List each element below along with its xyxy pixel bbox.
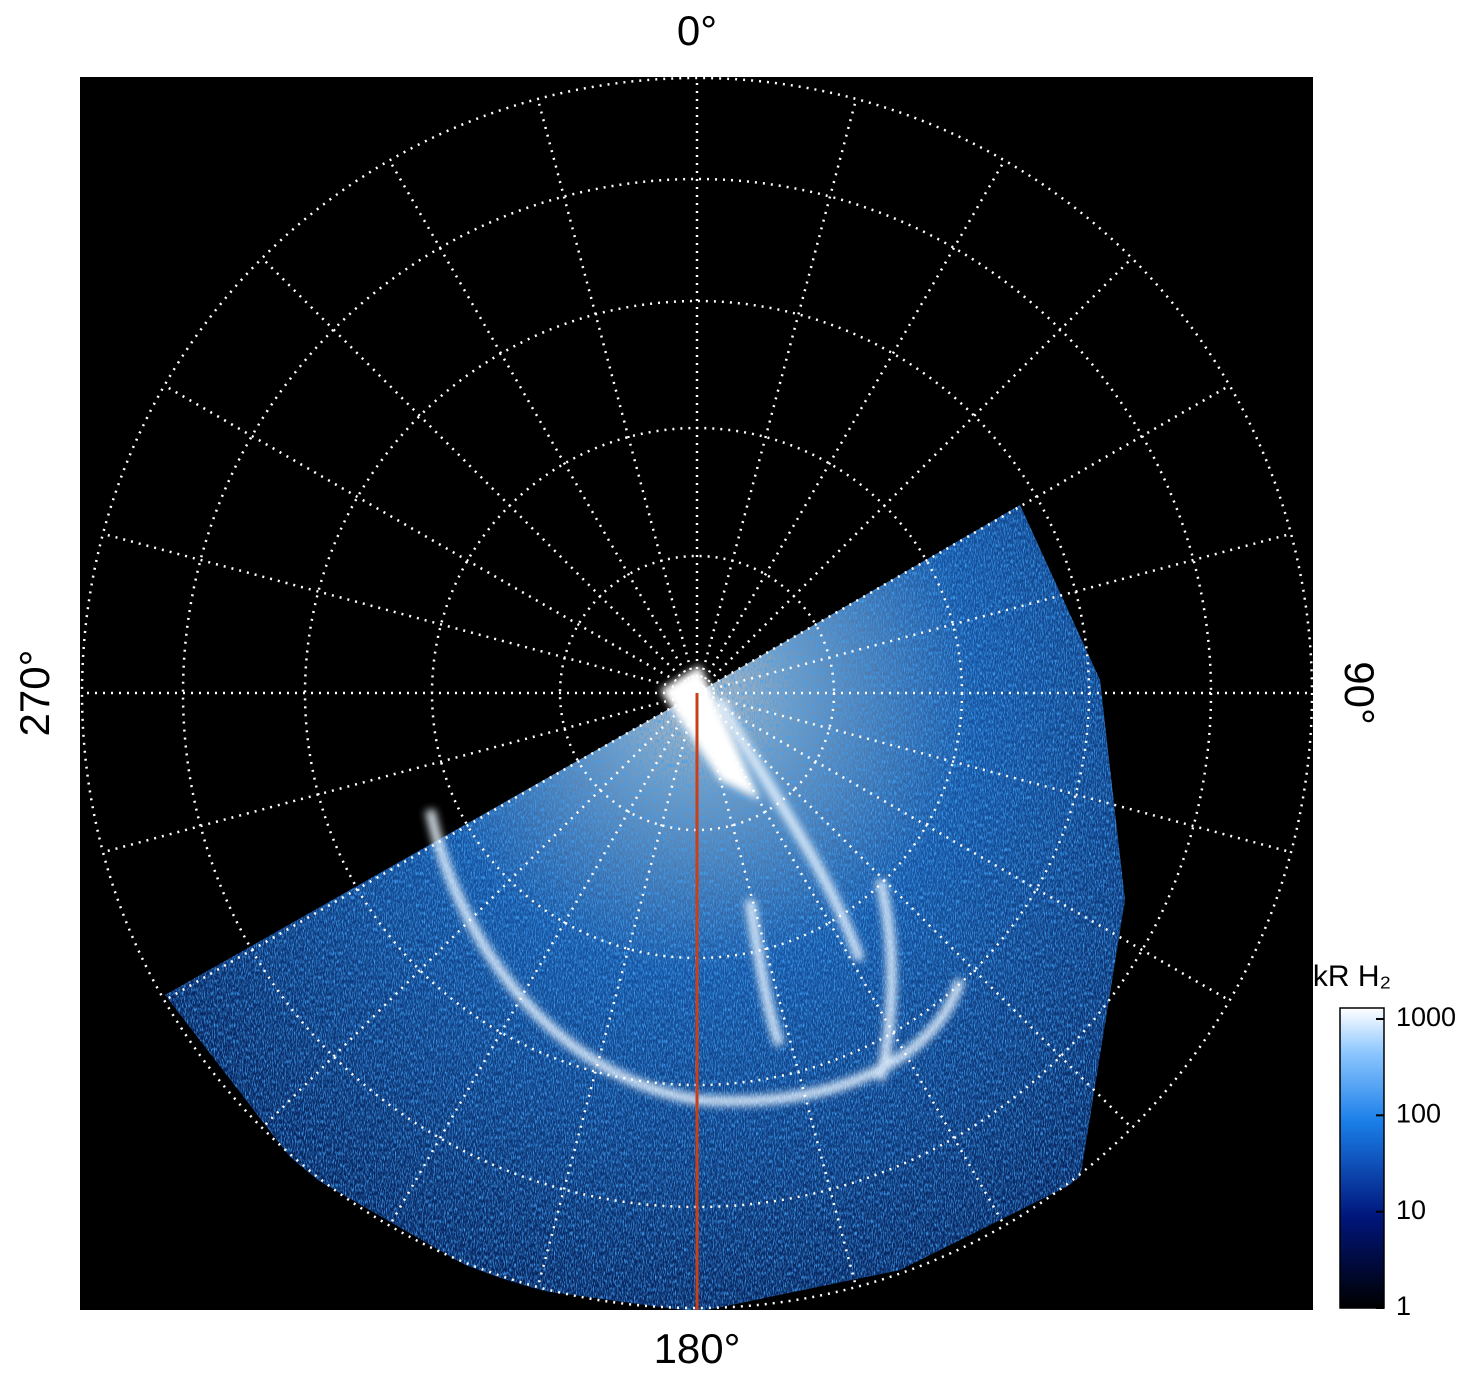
theta-tick-label: 270° <box>11 650 58 737</box>
grid-spoke <box>261 692 698 1129</box>
grid-spoke <box>388 692 699 1227</box>
colorbar-ticks: 1 10 100 1000 <box>1376 1002 1456 1321</box>
polar-grid <box>80 76 1314 1310</box>
grid-spoke <box>695 692 1006 1227</box>
grid-spoke <box>696 384 1231 695</box>
grid-spoke <box>696 532 1292 695</box>
grid-spoke <box>388 159 699 694</box>
theta-tick-label: 0° <box>677 7 717 54</box>
grid-spoke <box>163 384 698 695</box>
aurora-image <box>165 505 1125 1310</box>
grid-circle <box>80 76 1314 1310</box>
colorbar-tick-label: 100 <box>1396 1098 1441 1128</box>
grid-spoke <box>695 159 1006 694</box>
grid-spoke <box>696 692 1133 1129</box>
colorbar-tick-label: 10 <box>1396 1195 1426 1225</box>
grid-spoke <box>102 691 698 854</box>
grid-spoke <box>102 532 698 695</box>
colorbar-tick-label: 1 <box>1396 1291 1411 1321</box>
colorbar-title: kR H₂ <box>1313 960 1391 993</box>
theta-tick-label: 180° <box>654 1325 741 1372</box>
grid-spoke <box>536 692 699 1288</box>
grid-spoke <box>696 691 1231 1002</box>
colorbar-tick-label: 1000 <box>1396 1002 1456 1032</box>
grid-spoke <box>163 691 698 1002</box>
colorbar <box>1339 1007 1385 1309</box>
theta-tick-label: 90° <box>1336 661 1383 725</box>
grid-spoke <box>696 691 1292 854</box>
grid-spoke <box>695 98 858 694</box>
grid-spoke <box>261 257 698 694</box>
grid-spoke <box>536 98 699 694</box>
grid-spoke <box>696 257 1133 694</box>
grid-spoke <box>695 692 858 1288</box>
theta-labels: 0° 90° 180° 270° <box>11 7 1383 1372</box>
